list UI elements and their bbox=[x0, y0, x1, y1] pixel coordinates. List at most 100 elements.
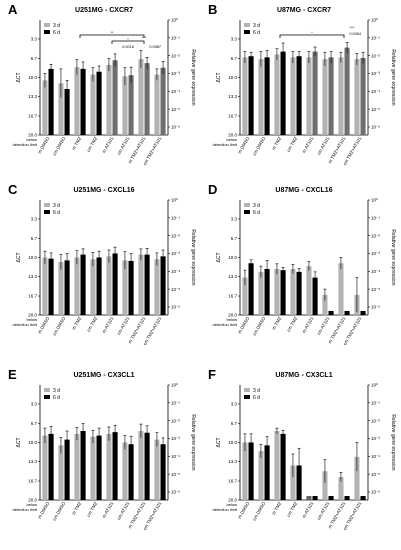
y2-tick-label: 10⁻⁵ bbox=[371, 287, 380, 292]
legend-swatch bbox=[44, 210, 50, 214]
legend-label: 3 d bbox=[53, 23, 60, 29]
y2-tick-label: 10⁻² bbox=[371, 418, 380, 423]
y2-tick-label: 10⁻¹ bbox=[371, 215, 380, 220]
panel-letter: B bbox=[208, 2, 217, 17]
bar bbox=[74, 433, 80, 500]
y2-tick-label: 10⁻¹ bbox=[371, 400, 380, 405]
y2-tick-label: 10⁰ bbox=[171, 18, 178, 23]
p-value: 0.0016 bbox=[122, 45, 134, 49]
below-label: detection limit bbox=[213, 507, 238, 512]
bar-below-limit bbox=[360, 496, 366, 500]
y2-axis-label: Relative gene expression bbox=[390, 229, 396, 285]
category-label: cm DMSO bbox=[252, 316, 267, 337]
y2-tick-label: 10⁻⁴ bbox=[371, 454, 380, 459]
bar bbox=[42, 257, 48, 315]
category-label: m TMZ bbox=[271, 136, 283, 151]
y-axis-label: ΔCT bbox=[16, 72, 22, 82]
bar bbox=[242, 277, 248, 315]
legend-swatch bbox=[244, 30, 250, 34]
bar bbox=[258, 451, 264, 500]
y2-tick-label: 10⁻² bbox=[171, 233, 180, 238]
bar bbox=[290, 465, 296, 500]
y-tick-label: 10.0 bbox=[228, 75, 237, 80]
bar bbox=[144, 63, 150, 135]
y2-tick-label: 10⁻⁶ bbox=[371, 125, 380, 130]
bar bbox=[80, 431, 86, 500]
below-label: below bbox=[27, 317, 38, 322]
category-label: cm AT101 bbox=[316, 316, 331, 336]
y-tick-label: 16.7 bbox=[28, 114, 37, 119]
panel-e: E U251MG - CX3CL1 3.3 6.7 10.0 13.3 16.7 20.0be… bbox=[8, 367, 196, 531]
panel-title: U87MG - CXCL16 bbox=[275, 187, 332, 194]
legend-swatch bbox=[244, 395, 250, 399]
y2-axis-label: Relative gene expression bbox=[390, 49, 396, 105]
y2-tick-label: 10⁻³ bbox=[371, 71, 380, 76]
y-tick-label: 20.0 bbox=[28, 498, 37, 503]
category-label: cm AT101 bbox=[116, 316, 131, 336]
bar bbox=[338, 477, 344, 500]
bar bbox=[42, 80, 48, 135]
bar bbox=[248, 442, 254, 500]
y-tick-label: 6.7 bbox=[231, 236, 238, 241]
category-label: m DMSO bbox=[37, 316, 51, 335]
bar bbox=[306, 57, 312, 135]
bar bbox=[128, 444, 134, 500]
bar bbox=[154, 259, 160, 315]
legend-label: 6 d bbox=[253, 210, 260, 216]
y-tick-label: 20.0 bbox=[28, 313, 37, 318]
y2-tick-label: 10⁻⁶ bbox=[171, 490, 180, 495]
bar bbox=[106, 256, 112, 315]
y-tick-label: 13.3 bbox=[28, 94, 37, 99]
category-label: cm DMSO bbox=[52, 501, 67, 522]
bar bbox=[274, 269, 280, 315]
category-label: m AT101 bbox=[301, 136, 314, 154]
bar-below-limit bbox=[344, 311, 350, 315]
y2-tick-label: 10⁰ bbox=[371, 18, 378, 23]
bar bbox=[106, 433, 112, 500]
y2-tick-label: 10⁻⁵ bbox=[171, 472, 180, 477]
sig-bracket bbox=[79, 34, 145, 38]
bar bbox=[280, 433, 286, 500]
bar bbox=[96, 257, 102, 315]
bar bbox=[122, 260, 128, 315]
y2-tick-label: 10⁻¹ bbox=[171, 400, 180, 405]
y-tick-label: 13.3 bbox=[228, 274, 237, 279]
p-value: 0.0587 bbox=[149, 45, 161, 49]
y-tick-label: 20.0 bbox=[228, 498, 237, 503]
y-tick-label: 6.7 bbox=[31, 236, 38, 241]
bar bbox=[90, 259, 96, 315]
y2-tick-label: 10⁻⁶ bbox=[371, 305, 380, 310]
y2-tick-label: 10⁻³ bbox=[171, 436, 180, 441]
y2-tick-label: 10⁻¹ bbox=[171, 35, 180, 40]
y2-tick-label: 10⁰ bbox=[171, 383, 178, 388]
y-tick-label: 16.7 bbox=[228, 479, 237, 484]
bar bbox=[90, 74, 96, 135]
bar bbox=[322, 471, 328, 500]
category-label: cm TMZ bbox=[86, 501, 99, 518]
y2-tick-label: 10⁻⁴ bbox=[171, 269, 180, 274]
bar bbox=[48, 433, 54, 500]
y-axis-label: ΔCT bbox=[216, 437, 222, 447]
category-label: m TMZ bbox=[71, 316, 83, 331]
bar bbox=[248, 56, 254, 135]
y2-tick-label: 10⁻³ bbox=[371, 251, 380, 256]
bar bbox=[122, 442, 128, 500]
category-label: m AT101 bbox=[301, 316, 314, 334]
category-label: m AT101 bbox=[101, 501, 114, 519]
panel-letter: D bbox=[208, 182, 217, 197]
bar bbox=[138, 431, 144, 500]
bar bbox=[360, 57, 366, 136]
category-label: cm DMSO bbox=[52, 316, 67, 337]
below-label: detection limit bbox=[213, 322, 238, 327]
bar bbox=[128, 75, 134, 135]
y-tick-label: 20.0 bbox=[228, 313, 237, 318]
bar bbox=[312, 277, 318, 315]
bar bbox=[344, 47, 350, 135]
p-value: 0.0064 bbox=[349, 32, 361, 36]
bar bbox=[248, 263, 254, 315]
below-label: below bbox=[227, 137, 238, 142]
bar bbox=[58, 83, 64, 135]
panel-f: F U87MG - CX3CL1 3.3 6.7 10.0 13.3 16.7 20.0bel… bbox=[208, 367, 396, 531]
bar bbox=[138, 59, 144, 135]
y2-tick-label: 10⁻⁴ bbox=[371, 269, 380, 274]
